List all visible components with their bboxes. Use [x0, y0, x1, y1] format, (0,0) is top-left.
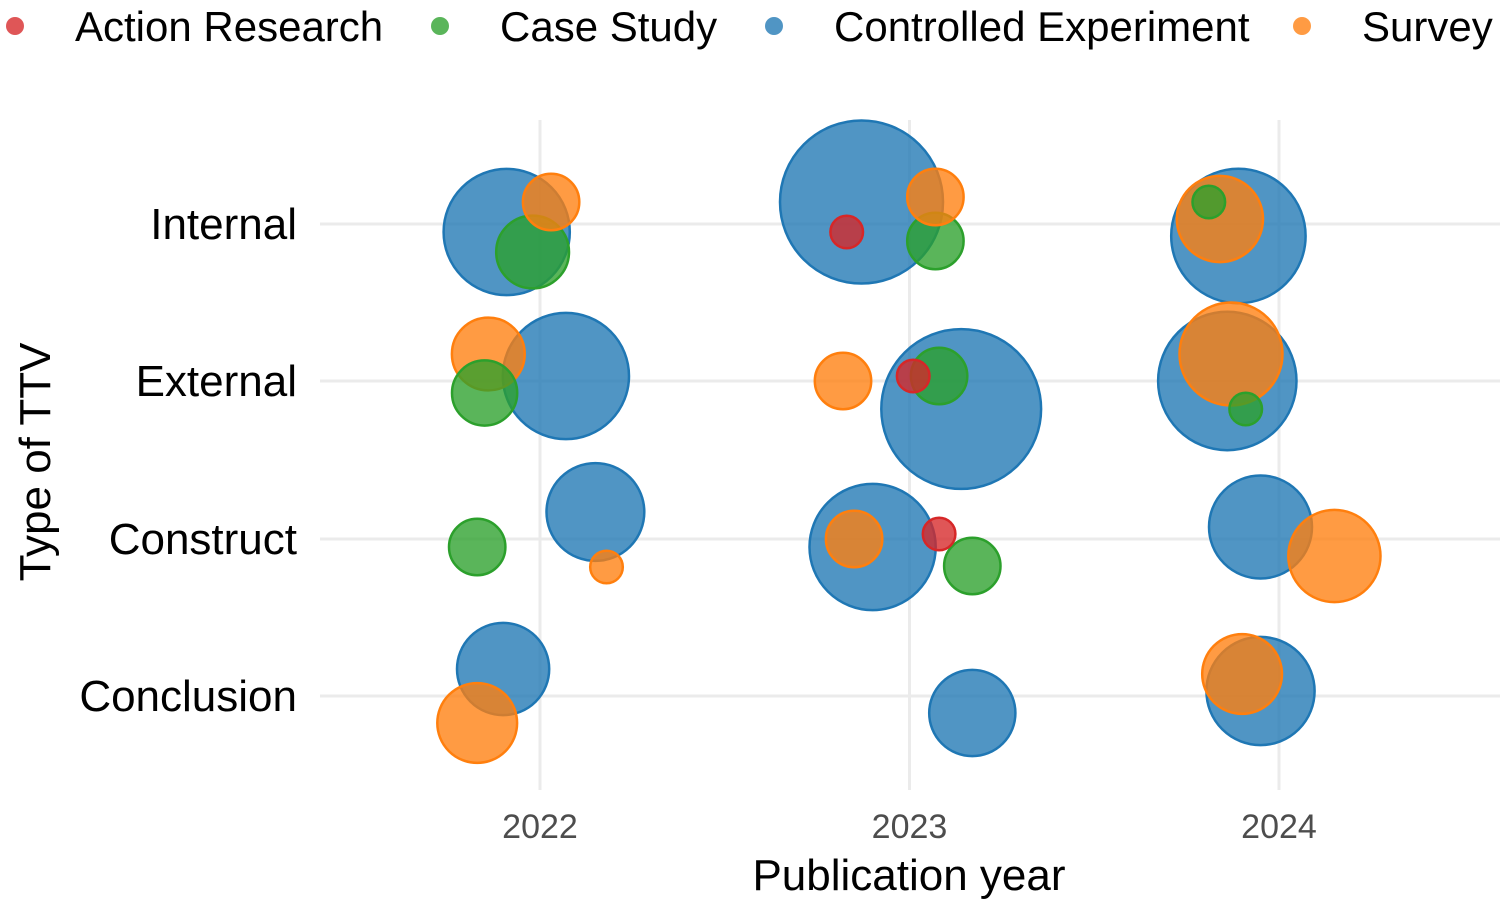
bubble-survey-construct-2023	[824, 509, 884, 569]
bubble-case-study-external-2022	[450, 359, 519, 427]
x-axis-ticks: 2022 2023 2024	[502, 808, 1317, 846]
y-axis-title: Type of TTV	[11, 342, 60, 581]
bubble-case-study-construct-2022	[447, 517, 507, 577]
bubble-survey-internal-2023	[905, 167, 965, 227]
bubble-action-research-external-2023	[895, 358, 931, 394]
legend-key-controlled-experiment	[765, 17, 783, 35]
y-tick-label-construct: Construct	[109, 515, 297, 564]
bubble-case-study-construct-2023	[942, 536, 1002, 596]
legend-key-case-study	[431, 17, 449, 35]
bubble-survey-construct-2024	[1287, 508, 1382, 604]
y-tick-label-conclusion: Conclusion	[79, 672, 297, 721]
bubble-controlled-experiment-conclusion-2023	[927, 668, 1017, 758]
legend-item-controlled-experiment: Controlled Experiment	[765, 3, 1250, 50]
legend-key-survey	[1293, 17, 1311, 35]
bubble-controlled-experiment-construct-2022	[545, 461, 646, 563]
bubble-case-study-external-2024	[1228, 391, 1264, 427]
bubble-survey-external-2023	[813, 351, 873, 411]
legend-key-action-research	[6, 17, 24, 35]
bubble-survey-conclusion-2024	[1200, 632, 1284, 716]
legend-item-action-research: Action Research	[6, 3, 383, 50]
legend-label-survey: Survey	[1362, 3, 1493, 50]
y-tick-label-internal: Internal	[150, 200, 297, 249]
bubble-action-research-construct-2023	[921, 516, 957, 552]
y-tick-label-external: External	[136, 357, 297, 406]
bubble-case-study-internal-2024	[1191, 184, 1227, 220]
bubble-controlled-experiment-external-2023	[880, 327, 1043, 491]
y-axis-ticks: Conclusion Construct External Internal	[79, 200, 297, 721]
bubble-action-research-internal-2023	[829, 214, 865, 250]
bubble-controlled-experiment-external-2022	[501, 311, 631, 441]
x-axis-title: Publication year	[752, 851, 1065, 900]
bubble-layer	[436, 119, 1382, 765]
x-tick-label-2024: 2024	[1241, 808, 1317, 846]
bubble-survey-conclusion-2022	[436, 681, 519, 765]
legend: Action Research Case Study Controlled Expe…	[6, 3, 1493, 50]
legend-label-action-research: Action Research	[75, 3, 383, 50]
x-tick-label-2023: 2023	[872, 808, 948, 846]
x-tick-label-2022: 2022	[502, 808, 578, 846]
legend-label-controlled-experiment: Controlled Experiment	[834, 3, 1250, 50]
legend-item-case-study: Case Study	[431, 3, 717, 50]
bubble-survey-construct-2022	[588, 549, 625, 585]
bubble-survey-external-2024	[1178, 301, 1284, 407]
legend-item-survey: Survey	[1293, 3, 1493, 50]
legend-label-case-study: Case Study	[500, 3, 717, 50]
bubble-survey-internal-2022	[521, 172, 581, 232]
